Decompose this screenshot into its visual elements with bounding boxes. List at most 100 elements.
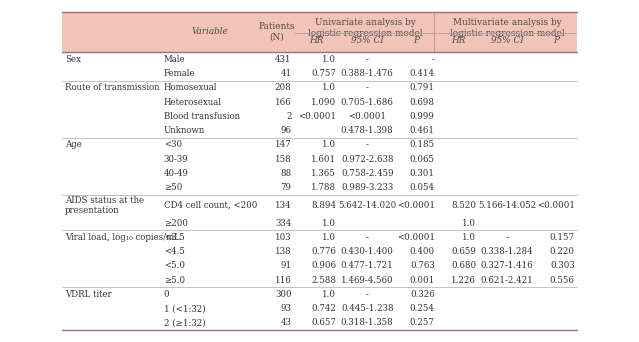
Text: 1.0: 1.0 [322, 219, 336, 228]
Text: 1.365: 1.365 [311, 169, 336, 178]
Text: 0.757: 0.757 [311, 69, 336, 78]
Text: 0.776: 0.776 [311, 247, 336, 256]
Text: <5.0: <5.0 [164, 262, 185, 271]
Text: 0.254: 0.254 [410, 304, 435, 313]
Text: 431: 431 [275, 55, 291, 64]
FancyBboxPatch shape [62, 12, 577, 52]
Text: 0.989-3.233: 0.989-3.233 [341, 183, 394, 192]
Text: 103: 103 [275, 233, 291, 242]
Text: Viral load, log₁₀ copies/mL: Viral load, log₁₀ copies/mL [65, 233, 180, 242]
Text: 166: 166 [275, 97, 291, 107]
Text: Male: Male [164, 55, 185, 64]
Text: 1.0: 1.0 [322, 233, 336, 242]
Text: HR: HR [309, 36, 323, 45]
Text: 0.327-1.416: 0.327-1.416 [481, 262, 534, 271]
Text: Homosexual: Homosexual [164, 83, 217, 92]
Text: 1.0: 1.0 [462, 233, 476, 242]
Text: ≥5.0: ≥5.0 [164, 276, 185, 285]
Text: 0.326: 0.326 [410, 290, 435, 299]
Text: 8.894: 8.894 [311, 201, 336, 210]
Text: 0.680: 0.680 [451, 262, 476, 271]
Text: 1.226: 1.226 [451, 276, 476, 285]
Text: Sex: Sex [65, 55, 81, 64]
Text: 40-49: 40-49 [164, 169, 189, 178]
Text: 0.791: 0.791 [410, 83, 435, 92]
Text: 1 (<1:32): 1 (<1:32) [164, 304, 205, 313]
Text: 0.157: 0.157 [550, 233, 574, 242]
Text: 0.657: 0.657 [311, 318, 336, 328]
Text: 0.303: 0.303 [550, 262, 574, 271]
Text: 88: 88 [281, 169, 291, 178]
Text: <0.0001: <0.0001 [397, 201, 435, 210]
Text: P: P [553, 36, 560, 45]
Text: Heterosexual: Heterosexual [164, 97, 222, 107]
Text: Patients
(N): Patients (N) [258, 22, 295, 42]
Text: 2: 2 [286, 112, 291, 121]
Text: 158: 158 [275, 155, 291, 163]
Text: Multivariate analysis by
logistic regression model: Multivariate analysis by logistic regres… [450, 18, 564, 38]
Text: 1.601: 1.601 [311, 155, 336, 163]
Text: 91: 91 [281, 262, 291, 271]
Text: 2.588: 2.588 [311, 276, 336, 285]
Text: <0.0001: <0.0001 [397, 233, 435, 242]
Text: 2 (≥1:32): 2 (≥1:32) [164, 318, 205, 328]
Text: 30-39: 30-39 [164, 155, 189, 163]
Text: 41: 41 [281, 69, 291, 78]
Text: 0.220: 0.220 [550, 247, 574, 256]
Text: <3.5: <3.5 [164, 233, 185, 242]
Text: 0.906: 0.906 [311, 262, 336, 271]
Text: HR: HR [450, 36, 465, 45]
Text: 0.388-1.476: 0.388-1.476 [341, 69, 394, 78]
Text: Variable: Variable [191, 27, 228, 36]
Text: 1.0: 1.0 [322, 55, 336, 64]
Text: 0.999: 0.999 [410, 112, 435, 121]
Text: 116: 116 [275, 276, 291, 285]
Text: 0.430-1.400: 0.430-1.400 [341, 247, 394, 256]
Text: 0.705-1.686: 0.705-1.686 [341, 97, 394, 107]
Text: 0.445-1.238: 0.445-1.238 [341, 304, 394, 313]
Text: 0.301: 0.301 [410, 169, 435, 178]
Text: 8.520: 8.520 [451, 201, 476, 210]
Text: 1.0: 1.0 [322, 290, 336, 299]
Text: 0.477-1.721: 0.477-1.721 [341, 262, 394, 271]
Text: <4.5: <4.5 [164, 247, 185, 256]
Text: 0: 0 [164, 290, 169, 299]
Text: 300: 300 [275, 290, 291, 299]
Text: 1.469-4.560: 1.469-4.560 [341, 276, 394, 285]
Text: Age: Age [65, 140, 82, 149]
Text: 43: 43 [281, 318, 291, 328]
Text: <0.0001: <0.0001 [348, 112, 386, 121]
Text: -: - [366, 83, 369, 92]
Text: -: - [366, 140, 369, 149]
Text: CD4 cell count, <200: CD4 cell count, <200 [164, 201, 257, 210]
Text: -: - [366, 55, 369, 64]
Text: 0.659: 0.659 [451, 247, 476, 256]
Text: AIDS status at the
presentation: AIDS status at the presentation [65, 196, 144, 215]
Text: 5.642-14.020: 5.642-14.020 [338, 201, 396, 210]
Text: Blood transfusion: Blood transfusion [164, 112, 240, 121]
Text: 1.0: 1.0 [322, 140, 336, 149]
Text: 96: 96 [281, 126, 291, 135]
Text: 208: 208 [275, 83, 291, 92]
Text: VDRL titer: VDRL titer [65, 290, 112, 299]
Text: 5.166-14.052: 5.166-14.052 [478, 201, 536, 210]
Text: 0.054: 0.054 [410, 183, 435, 192]
Text: 0.621-2.421: 0.621-2.421 [481, 276, 534, 285]
Text: 1.0: 1.0 [462, 219, 476, 228]
Text: 0.400: 0.400 [410, 247, 435, 256]
Text: -: - [366, 290, 369, 299]
Text: 93: 93 [281, 304, 291, 313]
Text: 0.763: 0.763 [410, 262, 435, 271]
Text: 1.788: 1.788 [311, 183, 336, 192]
Text: 0.338-1.284: 0.338-1.284 [481, 247, 534, 256]
Text: 0.758-2.459: 0.758-2.459 [341, 169, 394, 178]
Text: -: - [366, 233, 369, 242]
Text: Unknown: Unknown [164, 126, 205, 135]
Text: 0.972-2.638: 0.972-2.638 [341, 155, 394, 163]
Text: 0.461: 0.461 [410, 126, 435, 135]
Text: 1.0: 1.0 [322, 83, 336, 92]
Text: 147: 147 [275, 140, 291, 149]
Text: 134: 134 [275, 201, 291, 210]
Text: P: P [413, 36, 420, 45]
Text: <30: <30 [164, 140, 181, 149]
